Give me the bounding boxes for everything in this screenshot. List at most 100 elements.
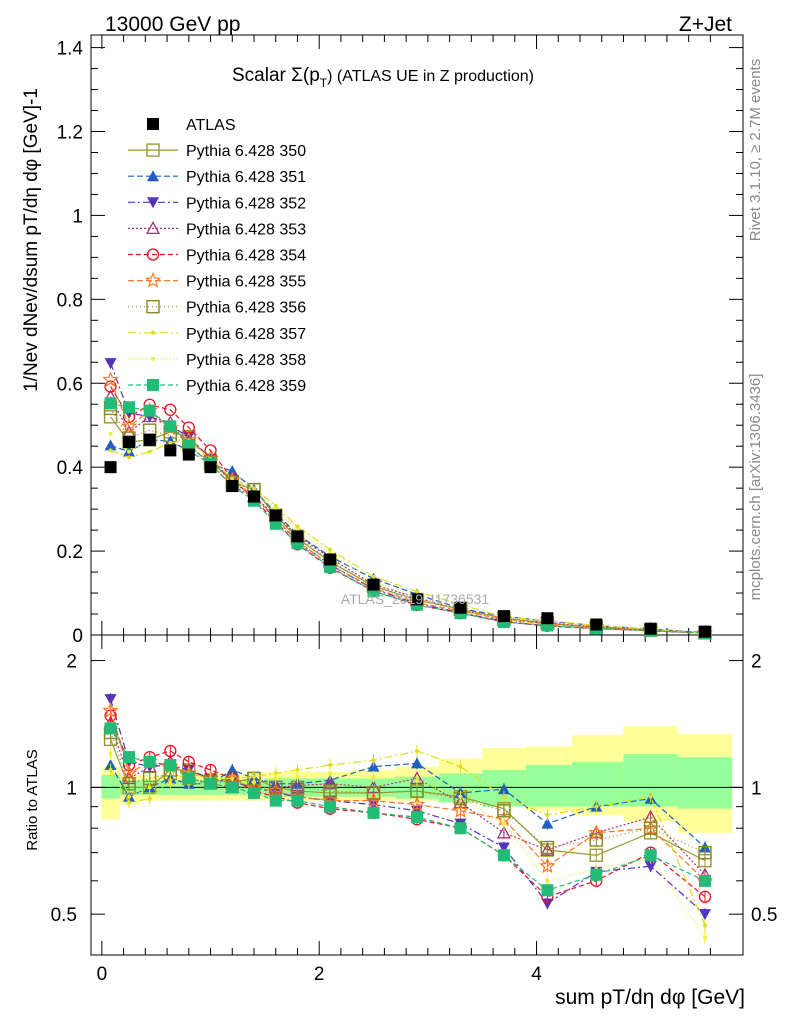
plot-title: Scalar Σ(pT) (ATLAS UE in Z production) [232,65,534,90]
series-point-ratio [497,842,510,854]
series-point-ratio [127,794,132,799]
series-point-main [182,439,195,452]
series-point-ratio [328,763,333,768]
series-point-main [120,418,138,434]
series-point-ratio [366,786,381,800]
series-point-ratio [204,777,217,790]
series-point-main [108,431,113,436]
series-point-main [127,449,132,454]
series-point-main [143,404,156,417]
legend-item: Pythia 6.428 355 [128,272,306,291]
legend-marker [151,330,155,335]
atlas-point [104,461,117,474]
series-point-ratio [226,781,239,794]
legend-item: ATLAS [147,117,236,134]
series-point-main [328,547,333,552]
legend-label: ATLAS [186,117,236,134]
series-point-main [164,420,177,433]
series-point-main [147,449,152,454]
series-point-ratio [226,763,239,775]
series-point-ratio [328,771,333,776]
y-tick-label: 0 [72,626,83,647]
band-inner-bin [525,765,572,807]
series-point-ratio [541,884,554,897]
ratio-y-axis-label: Ratio to ATLAS [24,749,41,850]
series-point-ratio [698,909,711,921]
legend-marker [147,118,159,130]
series-point-ratio [698,890,712,903]
series-point-main [102,371,119,387]
series-point-ratio [269,794,282,807]
series-point-ratio [104,694,117,706]
series-point-ratio [295,767,300,772]
series-point-main [273,503,278,508]
series-point-ratio [147,785,152,790]
atlas-point [497,610,510,623]
series-point-main [252,486,256,491]
series-point-main [295,524,300,529]
atlas-point [698,625,711,638]
series-point-ratio [291,794,304,807]
series-point-ratio [497,783,510,795]
series-point-main [123,401,136,414]
series-point-ratio [590,868,603,881]
series-point-ratio [367,806,380,819]
series-point-ratio [496,825,512,839]
atlas-point [269,509,282,522]
band-inner-bin [101,774,120,799]
series-point-ratio [458,764,463,769]
series-point-ratio [648,794,653,799]
series-point-ratio [501,794,506,799]
series-point-ratio [545,812,550,817]
legend-marker [146,248,160,261]
series-point-main [104,397,117,410]
legend-label: Pythia 6.428 356 [186,300,306,317]
ratio-tick-label: 1 [66,778,77,799]
series-point-ratio [458,794,463,799]
plot-title-main: Scalar Σ(p [232,65,320,86]
series-point-ratio [540,840,555,855]
legend-marker [147,197,159,209]
series-point-ratio [702,935,707,940]
series-point-main [182,431,195,443]
series-point-ratio [295,774,300,779]
ratio-tick-label-right: 1 [751,778,762,799]
legend-label: Pythia 6.428 350 [186,143,306,160]
atlas-point [182,448,195,461]
series-point-ratio [324,800,337,813]
legend-label: Pythia 6.428 358 [186,352,306,369]
legend-item: Pythia 6.428 357 [128,326,306,343]
series-point-ratio [108,752,113,757]
series-point-main [104,358,117,370]
series-point-main [164,435,177,447]
ratio-tick-label: 0.5 [51,905,77,926]
legend-label: Pythia 6.428 352 [186,195,306,212]
series-point-main [168,441,173,445]
atlas-point [143,433,156,446]
series-point-ratio [454,822,467,835]
ratio-tick-label-right: 2 [751,652,762,673]
series-point-ratio [371,758,376,763]
atlas-point [590,618,603,631]
legend-marker [147,379,159,391]
series-point-ratio [164,759,177,772]
header-right: Z+Jet [679,13,732,36]
atlas-point [324,553,337,566]
atlas-point [123,435,136,448]
legend-label: Pythia 6.428 359 [186,378,306,395]
series-point-ratio [104,722,117,735]
legend-marker [146,143,160,157]
series-point-main [230,476,235,481]
atlas-point [291,530,304,543]
atlas-point [367,578,380,591]
series-point-ratio [168,781,173,786]
series-point-ratio [267,782,284,798]
series-point-ratio [643,821,658,835]
series-point-main [104,439,117,451]
legend-item: Pythia 6.428 354 [128,248,306,265]
y-tick-label: 0.4 [57,458,84,479]
series-point-ratio [182,772,195,785]
atlas-point [204,461,217,474]
watermark: ATLAS_2019_I1736531 [341,591,490,607]
series-point-ratio [545,878,550,883]
